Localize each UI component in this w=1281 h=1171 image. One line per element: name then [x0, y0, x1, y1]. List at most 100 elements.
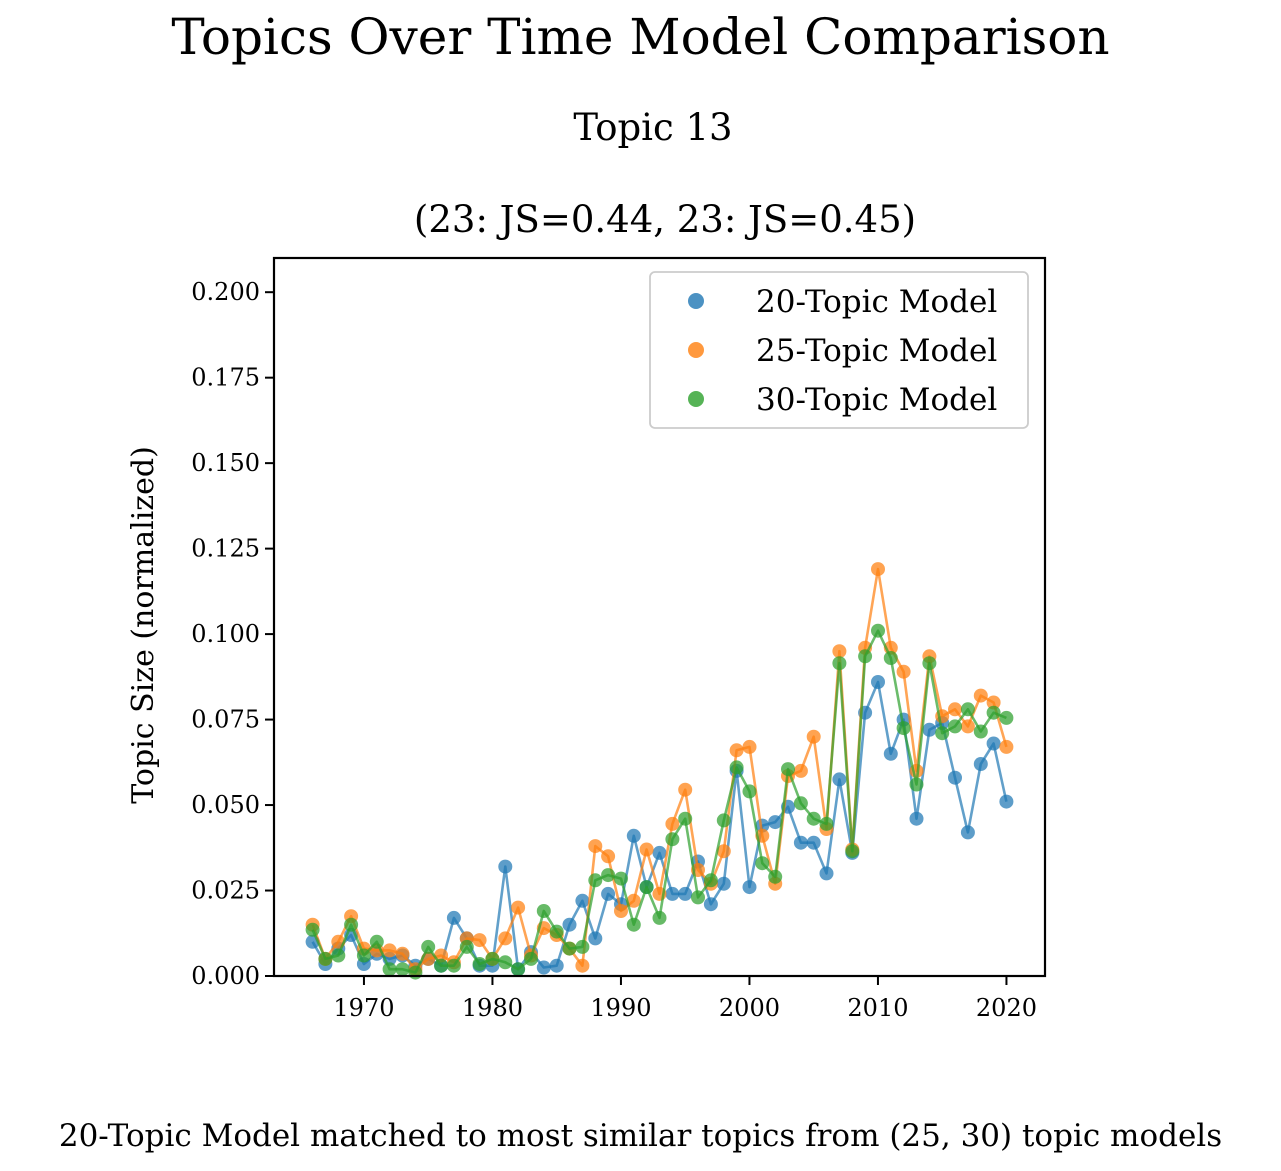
- data-point: [729, 760, 744, 775]
- data-point: [935, 726, 950, 741]
- data-point: [601, 868, 616, 883]
- data-point: [819, 866, 834, 881]
- data-point: [793, 796, 808, 811]
- data-point: [806, 811, 821, 826]
- data-point: [703, 873, 718, 888]
- data-point: [742, 784, 757, 799]
- data-point: [883, 651, 898, 665]
- plot-frame: [272, 256, 1047, 978]
- data-point: [369, 934, 384, 949]
- data-point: [524, 951, 538, 966]
- y-tick-label: 0.050: [191, 791, 260, 819]
- data-point: [305, 922, 320, 937]
- data-point: [472, 957, 487, 971]
- data-point: [896, 664, 911, 679]
- data-point: [922, 722, 937, 737]
- y-tick-label: 0.150: [191, 449, 260, 477]
- data-point: [986, 705, 1001, 720]
- data-point: [536, 904, 551, 918]
- data-point: [511, 900, 526, 915]
- data-point: [948, 702, 962, 717]
- data-point: [356, 948, 371, 963]
- data-point: [588, 931, 603, 946]
- data-point: [575, 958, 590, 973]
- data-point: [716, 876, 731, 891]
- data-point: [832, 656, 847, 671]
- data-point: [793, 835, 808, 850]
- x-tick-label: 2010: [847, 994, 908, 1022]
- data-point: [652, 910, 667, 925]
- data-point: [601, 849, 616, 864]
- data-point: [652, 845, 667, 860]
- data-point: [832, 644, 847, 659]
- data-point: [639, 842, 654, 857]
- x-tick-label: 2000: [719, 994, 780, 1022]
- data-point: [382, 943, 397, 958]
- data-point: [999, 739, 1014, 754]
- data-point: [755, 818, 770, 833]
- data-point: [703, 897, 718, 912]
- data-point: [960, 825, 975, 840]
- y-tick-label: 0.025: [191, 877, 260, 905]
- figure-title: Topics Over Time Model Comparison: [171, 8, 1110, 66]
- legend-label: 20-Topic Model: [756, 284, 997, 320]
- x-tick-label: 1970: [333, 994, 394, 1022]
- legend-marker: [688, 293, 704, 309]
- data-point: [742, 739, 757, 754]
- data-point: [948, 719, 962, 734]
- y-tick-label: 0.200: [191, 278, 260, 306]
- data-point: [408, 965, 423, 980]
- legend-marker: [688, 342, 704, 358]
- data-point: [678, 782, 693, 797]
- data-point: [434, 958, 449, 973]
- data-point: [614, 871, 628, 886]
- series-layer: [305, 562, 1014, 980]
- data-point: [626, 893, 641, 908]
- data-point: [973, 688, 988, 703]
- data-point: [511, 962, 526, 977]
- data-point: [986, 695, 1001, 710]
- data-point: [331, 948, 346, 963]
- legend-marker: [688, 391, 704, 407]
- data-point: [626, 917, 641, 932]
- data-point: [575, 939, 590, 954]
- data-point: [498, 955, 513, 970]
- legend-box: [649, 271, 1029, 429]
- x-tick-label: 1990: [590, 994, 651, 1022]
- data-point: [716, 813, 731, 828]
- data-point: [768, 815, 783, 830]
- data-point: [999, 710, 1014, 725]
- data-point: [498, 859, 513, 874]
- data-point: [909, 811, 924, 826]
- series-3: [305, 623, 1014, 980]
- data-point: [909, 777, 924, 792]
- data-point: [562, 917, 577, 932]
- data-point: [858, 649, 873, 664]
- data-point: [395, 946, 410, 961]
- data-point: [691, 890, 705, 905]
- data-point: [742, 880, 757, 895]
- data-point: [871, 675, 885, 689]
- data-point: [806, 729, 821, 744]
- data-point: [575, 893, 590, 908]
- data-point: [716, 844, 731, 859]
- data-point: [601, 886, 616, 901]
- data-point: [549, 958, 564, 973]
- data-point: [883, 746, 898, 761]
- data-point: [588, 873, 603, 888]
- data-point: [665, 832, 680, 847]
- data-point: [421, 939, 436, 954]
- legend-label: 25-Topic Model: [756, 333, 997, 369]
- y-tick-label: 0.000: [191, 962, 260, 990]
- data-point: [960, 702, 975, 717]
- data-point: [896, 721, 911, 736]
- data-point: [446, 910, 461, 925]
- data-point: [588, 839, 603, 854]
- y-tick-label: 0.175: [191, 364, 260, 392]
- data-point: [395, 962, 410, 977]
- data-point: [768, 869, 783, 884]
- data-point: [973, 757, 988, 771]
- data-point: [781, 762, 795, 777]
